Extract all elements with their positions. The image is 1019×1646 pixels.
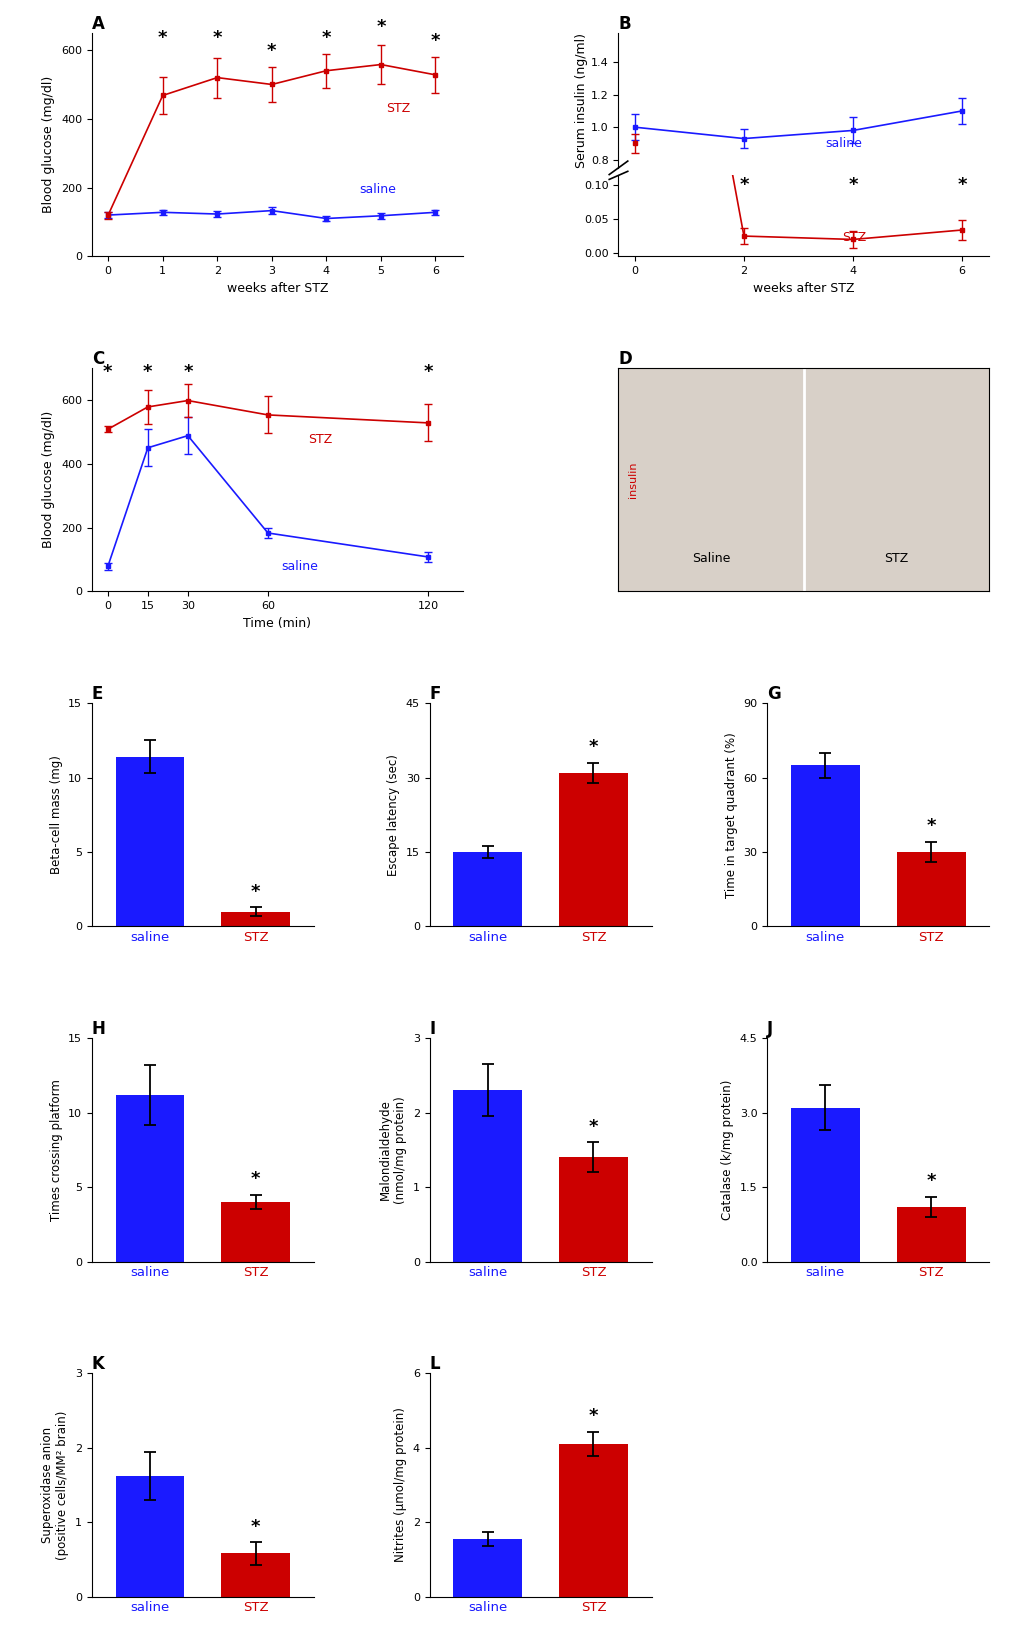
Text: *: *	[925, 1172, 935, 1190]
Y-axis label: Serum insulin (ng/ml): Serum insulin (ng/ml)	[575, 33, 588, 168]
Text: *: *	[251, 882, 260, 900]
Bar	[221, 1554, 289, 1597]
Text: STZ: STZ	[308, 433, 332, 446]
Bar	[791, 765, 859, 927]
Text: A: A	[92, 15, 105, 33]
Bar	[452, 1090, 522, 1261]
Text: *: *	[103, 362, 112, 380]
Text: STZ: STZ	[842, 230, 865, 244]
Text: *: *	[376, 18, 385, 36]
Text: *: *	[588, 737, 598, 756]
Text: STZ: STZ	[883, 551, 908, 565]
Y-axis label: Times crossing platform: Times crossing platform	[50, 1078, 62, 1221]
Text: *: *	[588, 1407, 598, 1425]
Text: *: *	[848, 176, 857, 194]
Y-axis label: Escape latency (sec): Escape latency (sec)	[387, 754, 399, 876]
Text: saline: saline	[281, 560, 318, 573]
Text: H: H	[92, 1021, 106, 1039]
Bar	[115, 757, 184, 927]
Bar	[558, 1444, 628, 1597]
Text: saline: saline	[359, 183, 395, 196]
Bar	[115, 1095, 184, 1261]
Text: B: B	[618, 15, 631, 33]
Bar	[115, 1476, 184, 1597]
Y-axis label: Beta-cell mass (mg): Beta-cell mass (mg)	[50, 756, 62, 874]
Text: insulin: insulin	[628, 461, 638, 499]
Text: I: I	[429, 1021, 435, 1039]
Y-axis label: Time in target quadrant (%): Time in target quadrant (%)	[725, 732, 737, 897]
Bar	[558, 772, 628, 927]
Text: *: *	[925, 818, 935, 836]
Y-axis label: Catalase (k/mg protein): Catalase (k/mg protein)	[720, 1080, 734, 1220]
X-axis label: weeks after STZ: weeks after STZ	[226, 281, 328, 295]
Bar	[452, 853, 522, 927]
Text: *: *	[321, 28, 331, 46]
Y-axis label: Nitrites (µmol/mg protein): Nitrites (µmol/mg protein)	[393, 1407, 407, 1562]
Text: STZ: STZ	[386, 102, 411, 115]
Text: L: L	[429, 1355, 440, 1373]
Text: *: *	[251, 1170, 260, 1188]
X-axis label: weeks after STZ: weeks after STZ	[752, 281, 854, 295]
Bar	[221, 1202, 289, 1261]
Text: D: D	[618, 351, 632, 367]
Text: K: K	[92, 1355, 105, 1373]
Bar	[896, 1207, 965, 1261]
Text: *: *	[267, 41, 276, 59]
Y-axis label: Blood glucose (mg/dl): Blood glucose (mg/dl)	[43, 412, 55, 548]
Text: *: *	[430, 33, 440, 49]
Bar	[558, 1157, 628, 1261]
Text: *: *	[183, 362, 193, 380]
Text: *: *	[212, 28, 222, 46]
Text: saline: saline	[825, 138, 862, 150]
Text: *: *	[423, 362, 432, 380]
Text: *: *	[739, 176, 748, 194]
Text: *: *	[251, 1518, 260, 1536]
Text: J: J	[766, 1021, 772, 1039]
Text: *: *	[158, 30, 167, 48]
Y-axis label: Blood glucose (mg/dl): Blood glucose (mg/dl)	[43, 76, 55, 214]
Y-axis label: Superoxidase anion
(positive cells/MM² brain): Superoxidase anion (positive cells/MM² b…	[42, 1411, 69, 1560]
Y-axis label: Malondialdehyde
(nmol/mg protein): Malondialdehyde (nmol/mg protein)	[379, 1096, 407, 1203]
Text: E: E	[92, 685, 103, 703]
Text: Saline: Saline	[691, 551, 730, 565]
Text: C: C	[92, 351, 104, 367]
Bar	[452, 1539, 522, 1597]
Text: *: *	[957, 176, 966, 194]
Bar	[791, 1108, 859, 1261]
Bar	[221, 912, 289, 927]
Text: F: F	[429, 685, 440, 703]
Text: *: *	[143, 362, 153, 380]
Text: *: *	[588, 1118, 598, 1136]
X-axis label: Time (min): Time (min)	[243, 617, 311, 630]
Bar	[896, 853, 965, 927]
Text: G: G	[766, 685, 781, 703]
